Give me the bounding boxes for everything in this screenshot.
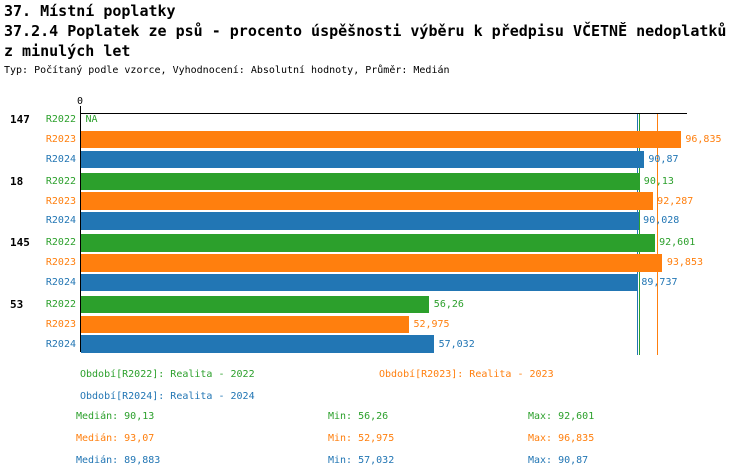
stat-min-r2022: Min: 56,26 (328, 411, 389, 422)
median-line-r2023 (656, 114, 659, 355)
series-label-r2023: R2023 (45, 257, 76, 269)
bar-18-r2023 (80, 192, 653, 211)
stat-median-r2024: Medián: 89,883 (76, 455, 161, 466)
value-label-147-r2024: 90,87 (648, 153, 679, 165)
value-label-147-r2023: 96,835 (685, 134, 722, 145)
x-axis-line (80, 112, 687, 114)
stat-min-r2023: Min: 52,975 (328, 433, 395, 444)
bar-145-r2024 (80, 273, 637, 292)
bar-18-r2024 (80, 212, 639, 230)
value-label-18-r2024: 90,028 (643, 215, 680, 227)
series-label-r2024: R2024 (45, 153, 76, 165)
series-label-r2023: R2023 (45, 318, 76, 330)
bar-53-r2024 (80, 335, 435, 354)
bar-53-r2022 (80, 295, 430, 314)
bar-53-r2023 (80, 315, 409, 334)
legend-item-r2024: Období[R2024]: Realita - 2024 (80, 391, 255, 402)
legend-item-r2022: Období[R2022]: Realita - 2022 (80, 369, 255, 380)
legend-item-r2023: Období[R2023]: Realita - 2023 (379, 369, 554, 380)
series-label-r2022: R2022 (45, 175, 76, 187)
series-label-r2023: R2023 (45, 134, 76, 145)
bar-145-r2022 (80, 234, 655, 252)
bar-147-r2023 (80, 130, 681, 149)
bar-145-r2023 (80, 254, 663, 272)
value-label-53-r2024: 57,032 (438, 338, 475, 350)
chart-title-line2: z minulých let (4, 42, 131, 60)
series-label-r2022: R2022 (45, 237, 76, 249)
series-label-r2024: R2024 (45, 215, 76, 227)
chart-title-line1: 37.2.4 Poplatek ze psů - procento úspěšn… (4, 22, 727, 40)
bar-147-r2024 (80, 150, 644, 169)
group-label-147: 147 (10, 113, 30, 126)
group-label-145: 145 (10, 236, 30, 250)
value-label-53-r2023: 52,975 (413, 318, 450, 330)
stat-max-r2022: Max: 92,601 (528, 411, 595, 422)
series-label-r2022: R2022 (45, 299, 76, 310)
value-label-18-r2022: 90,13 (643, 175, 674, 187)
x-axis-zero-label: 0 (77, 96, 84, 107)
value-label-145-r2024: 89,737 (641, 277, 678, 288)
value-label-53-r2022: 56,26 (433, 299, 464, 310)
value-label-145-r2023: 93,853 (666, 257, 703, 269)
series-label-r2024: R2024 (45, 277, 76, 288)
group-label-53: 53 (10, 297, 24, 311)
stat-median-r2023: Medián: 93,07 (76, 433, 155, 444)
page-title: 37. Místní poplatky (4, 2, 176, 20)
bar-18-r2022 (80, 172, 640, 191)
series-label-r2024: R2024 (45, 338, 76, 350)
chart-meta: Typ: Počítaný podle vzorce, Vyhodnocení:… (4, 65, 450, 76)
stat-max-r2023: Max: 96,835 (528, 433, 595, 444)
stat-max-r2024: Max: 90,87 (528, 455, 589, 466)
stat-median-r2022: Medián: 90,13 (76, 411, 155, 422)
stat-min-r2024: Min: 57,032 (328, 455, 395, 466)
value-label-18-r2023: 92,287 (657, 195, 694, 207)
y-axis-line (79, 106, 82, 352)
series-label-r2022: R2022 (45, 114, 76, 126)
series-label-r2023: R2023 (45, 195, 76, 207)
group-label-18: 18 (10, 174, 24, 188)
value-label-145-r2022: 92,601 (659, 237, 696, 249)
value-label-147-r2022: NA (85, 114, 98, 126)
